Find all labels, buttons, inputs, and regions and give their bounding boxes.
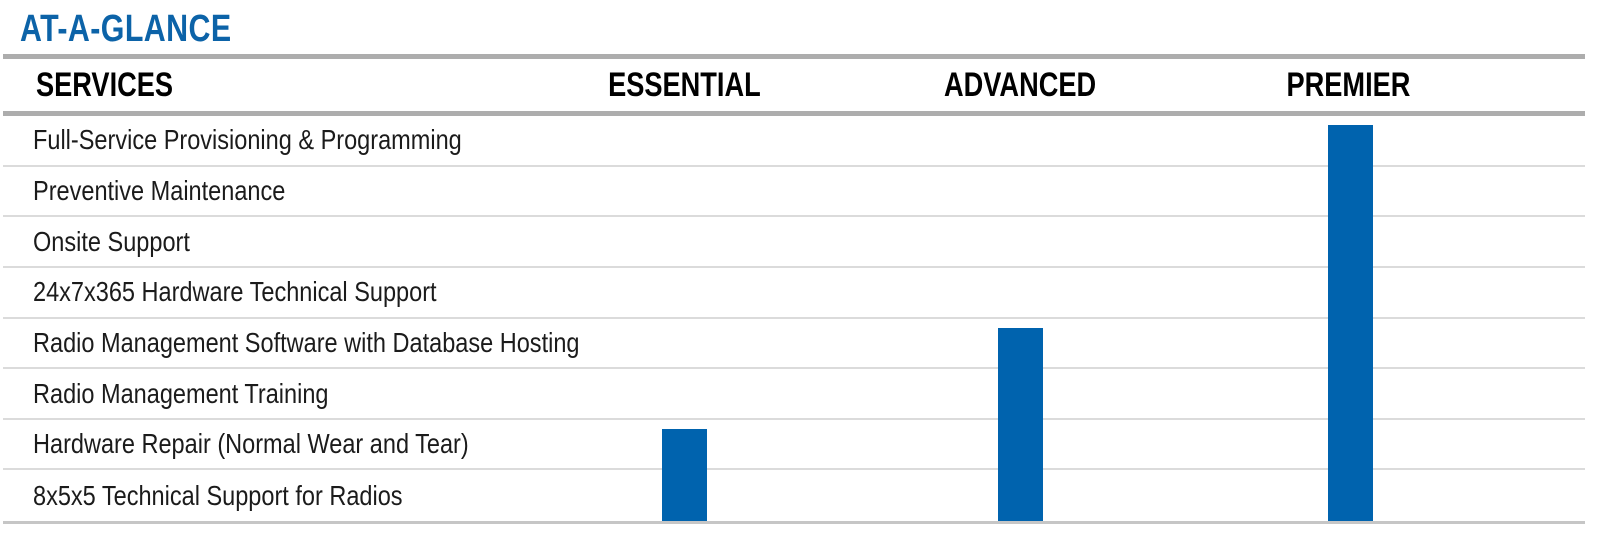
header-divider (3, 111, 1585, 116)
column-header-premier: PREMIER (1188, 60, 1508, 110)
column-header-services-text: SERVICES (36, 66, 174, 104)
service-label: Full-Service Provisioning & Programming (33, 124, 462, 156)
column-header-premier-text: PREMIER (1286, 66, 1410, 104)
coverage-bar-premier (1327, 125, 1373, 521)
column-header-services: SERVICES (36, 60, 207, 110)
service-row: Hardware Repair (Normal Wear and Tear) (3, 420, 1585, 471)
service-label: Radio Management Training (33, 377, 329, 409)
coverage-bar-advanced (997, 327, 1043, 521)
table-bottom-divider (3, 521, 1585, 524)
column-header-essential-text: ESSENTIAL (607, 66, 761, 104)
service-row: Full-Service Provisioning & Programming (3, 116, 1585, 167)
service-row: 8x5x5 Technical Support for Radios (3, 470, 1585, 521)
service-label: 8x5x5 Technical Support for Radios (33, 479, 403, 511)
service-row: Onsite Support (3, 217, 1585, 268)
title-divider (3, 54, 1585, 59)
column-header-advanced: ADVANCED (860, 60, 1180, 110)
service-row: Radio Management Software with Database … (3, 319, 1585, 370)
service-label: Radio Management Software with Database … (33, 326, 580, 358)
service-row: 24x7x365 Hardware Technical Support (3, 268, 1585, 319)
service-label: 24x7x365 Hardware Technical Support (33, 276, 437, 308)
page-title: AT-A-GLANCE (20, 8, 284, 50)
coverage-bar-essential (661, 428, 707, 521)
service-row: Preventive Maintenance (3, 167, 1585, 218)
service-label: Preventive Maintenance (33, 174, 286, 206)
services-table: Full-Service Provisioning & Programming … (3, 116, 1585, 522)
page-title-text: AT-A-GLANCE (20, 8, 232, 50)
column-header-advanced-text: ADVANCED (943, 66, 1097, 104)
service-label: Onsite Support (33, 225, 190, 257)
service-label: Hardware Repair (Normal Wear and Tear) (33, 428, 469, 460)
service-row: Radio Management Training (3, 369, 1585, 420)
column-header-essential: ESSENTIAL (524, 60, 844, 110)
